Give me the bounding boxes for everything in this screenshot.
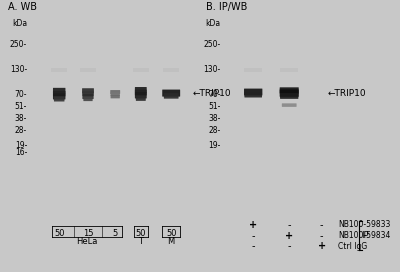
- Text: 50: 50: [166, 229, 176, 238]
- FancyBboxPatch shape: [110, 90, 120, 94]
- FancyBboxPatch shape: [54, 96, 64, 101]
- Text: 250-: 250-: [203, 40, 220, 49]
- Text: NB100-59833: NB100-59833: [338, 220, 390, 229]
- Text: +: +: [285, 231, 293, 241]
- Text: IP: IP: [362, 231, 369, 240]
- Text: 130-: 130-: [10, 65, 27, 75]
- FancyBboxPatch shape: [136, 96, 146, 101]
- FancyBboxPatch shape: [280, 93, 298, 99]
- FancyBboxPatch shape: [135, 87, 147, 93]
- Text: +: +: [318, 242, 326, 251]
- FancyBboxPatch shape: [53, 94, 66, 100]
- Text: A. WB: A. WB: [8, 2, 37, 13]
- Text: -: -: [320, 220, 323, 230]
- Text: B. IP/WB: B. IP/WB: [206, 2, 248, 13]
- Text: 15: 15: [83, 229, 93, 238]
- FancyBboxPatch shape: [280, 89, 299, 97]
- FancyBboxPatch shape: [110, 92, 120, 96]
- Text: M: M: [168, 237, 175, 246]
- Text: +: +: [249, 220, 257, 230]
- FancyBboxPatch shape: [133, 68, 149, 72]
- FancyBboxPatch shape: [53, 91, 66, 96]
- FancyBboxPatch shape: [51, 68, 67, 72]
- Text: ←TRIP10: ←TRIP10: [193, 89, 232, 98]
- Text: 28-: 28-: [208, 126, 220, 135]
- Text: -: -: [288, 220, 291, 230]
- Text: kDa: kDa: [205, 19, 220, 28]
- Text: 38-: 38-: [208, 114, 220, 123]
- Text: ←TRIP10: ←TRIP10: [328, 89, 367, 98]
- FancyBboxPatch shape: [82, 91, 94, 96]
- Text: 250-: 250-: [10, 40, 27, 49]
- Text: 51-: 51-: [208, 102, 220, 111]
- Text: 28-: 28-: [15, 126, 27, 135]
- FancyBboxPatch shape: [135, 92, 147, 98]
- FancyBboxPatch shape: [162, 89, 180, 97]
- Text: -: -: [252, 231, 255, 241]
- Text: NB100-59834: NB100-59834: [338, 231, 390, 240]
- Text: -: -: [320, 231, 323, 241]
- FancyBboxPatch shape: [244, 92, 262, 97]
- FancyBboxPatch shape: [82, 94, 94, 99]
- Text: 51-: 51-: [15, 102, 27, 111]
- Text: 130-: 130-: [203, 65, 220, 75]
- FancyBboxPatch shape: [163, 68, 179, 72]
- FancyBboxPatch shape: [83, 97, 93, 101]
- FancyBboxPatch shape: [282, 103, 296, 107]
- Text: 50: 50: [54, 229, 64, 238]
- Text: 19-: 19-: [15, 141, 27, 150]
- FancyBboxPatch shape: [53, 88, 66, 94]
- Text: 38-: 38-: [15, 114, 27, 123]
- Text: T: T: [138, 237, 143, 246]
- Text: kDa: kDa: [12, 19, 27, 28]
- FancyBboxPatch shape: [280, 68, 298, 72]
- Text: 70-: 70-: [15, 90, 27, 99]
- Text: -: -: [288, 242, 291, 251]
- Text: 5: 5: [112, 229, 118, 238]
- Text: 70-: 70-: [208, 90, 220, 99]
- Text: HeLa: HeLa: [76, 237, 98, 246]
- Text: 50: 50: [136, 229, 146, 238]
- Text: 19-: 19-: [208, 141, 220, 150]
- Text: -: -: [252, 242, 255, 251]
- FancyBboxPatch shape: [135, 89, 147, 95]
- Text: 16-: 16-: [15, 148, 27, 157]
- FancyBboxPatch shape: [164, 93, 178, 99]
- FancyBboxPatch shape: [110, 95, 120, 98]
- FancyBboxPatch shape: [244, 68, 262, 72]
- FancyBboxPatch shape: [244, 89, 262, 95]
- FancyBboxPatch shape: [82, 88, 94, 94]
- FancyBboxPatch shape: [280, 87, 299, 94]
- FancyBboxPatch shape: [80, 68, 96, 72]
- Text: Ctrl IgG: Ctrl IgG: [338, 242, 367, 251]
